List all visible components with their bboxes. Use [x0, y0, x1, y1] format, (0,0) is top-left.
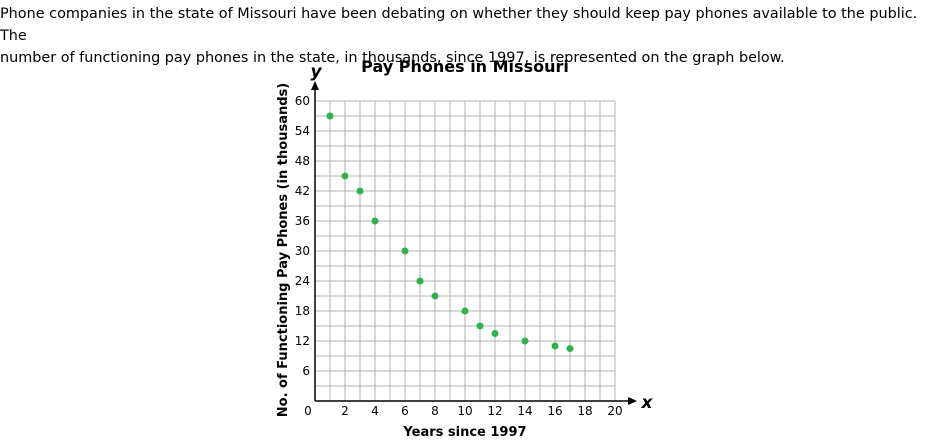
- data-point: [566, 345, 574, 352]
- y-tick-label: 6: [302, 364, 310, 378]
- question-line-2: number of functioning pay phones in the …: [0, 50, 785, 66]
- data-point: [521, 337, 529, 345]
- question-line-1: Phone companies in the state of Missouri…: [0, 6, 918, 44]
- y-tick-label: 60: [295, 94, 310, 108]
- chart-title: Pay Phones in Missouri: [361, 57, 569, 76]
- data-point: [461, 307, 469, 315]
- x-tick-label: 16: [547, 404, 562, 418]
- x-tick-label: 0: [304, 404, 312, 418]
- data-point: [551, 342, 559, 350]
- x-tick-label: 6: [401, 404, 409, 418]
- data-point: [431, 292, 439, 300]
- question-text: Phone companies in the state of Missouri…: [0, 3, 929, 69]
- x-tick-label: 12: [487, 404, 502, 418]
- x-tick-label: 20: [607, 404, 622, 418]
- x-axis-letter: x: [641, 393, 654, 413]
- y-axis-letter: y: [310, 62, 322, 82]
- x-axis-arrow: [628, 397, 637, 405]
- y-tick-label: 24: [295, 274, 310, 288]
- data-point: [416, 277, 424, 285]
- x-tick-label: 10: [457, 404, 472, 418]
- x-tick-label: 4: [371, 404, 379, 418]
- data-point: [356, 187, 364, 195]
- data-point: [476, 322, 484, 330]
- data-point: [326, 112, 334, 120]
- y-tick-label: 18: [295, 304, 310, 318]
- y-tick-label: 12: [295, 334, 310, 348]
- y-axis-label: No. of Functioning Pay Phones (in thousa…: [276, 83, 291, 417]
- x-axis-label: Years since 1997: [402, 425, 526, 440]
- data-points: [326, 112, 574, 352]
- y-tick-label: 54: [295, 124, 310, 138]
- chart-axes: [311, 81, 637, 405]
- data-point: [341, 172, 349, 180]
- y-axis-arrow: [311, 81, 319, 90]
- chart-grid: [314, 100, 616, 402]
- data-point: [491, 330, 499, 337]
- y-tick-label: 42: [295, 184, 310, 198]
- data-point: [371, 217, 379, 225]
- x-tick-label: 8: [431, 404, 439, 418]
- x-tick-label: 14: [517, 404, 532, 418]
- x-tick-label: 2: [341, 404, 349, 418]
- data-point: [401, 247, 409, 255]
- x-tick-label: 18: [577, 404, 592, 418]
- y-tick-label: 48: [295, 154, 310, 168]
- y-tick-label: 30: [295, 244, 310, 258]
- y-tick-label: 36: [295, 214, 310, 228]
